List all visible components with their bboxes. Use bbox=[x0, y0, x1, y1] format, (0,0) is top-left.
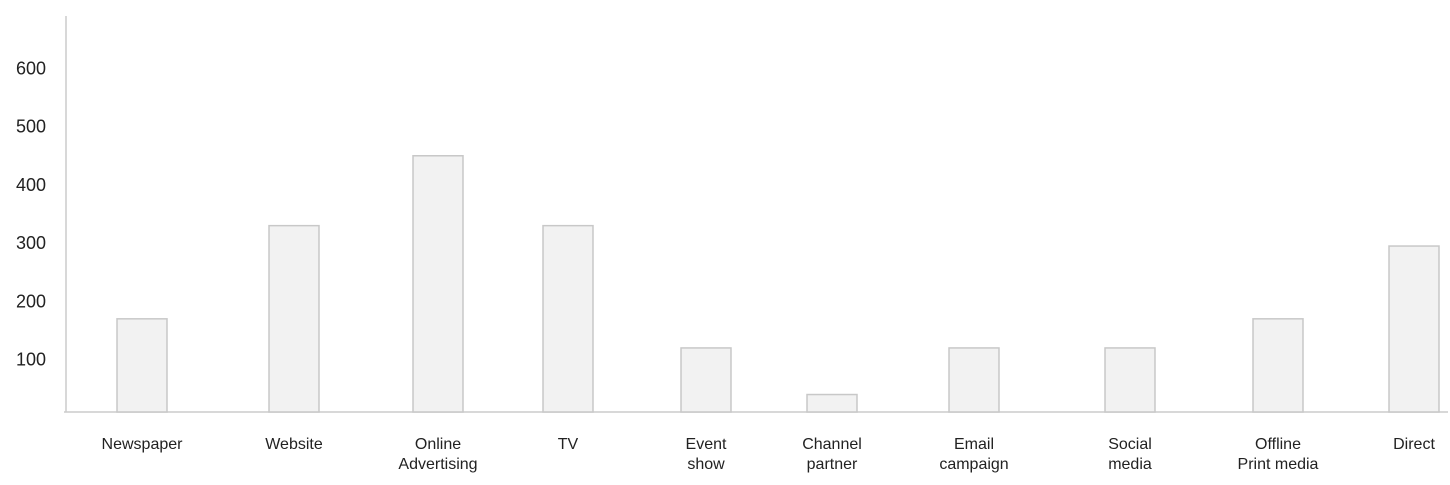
y-tick-label: 100 bbox=[16, 350, 46, 370]
y-axis: 100 200 300 400 500 600 bbox=[16, 16, 67, 412]
x-tick-label-line: campaign bbox=[939, 456, 1008, 473]
x-tick-label: Email campaign bbox=[939, 436, 1008, 473]
y-tick-label: 300 bbox=[16, 233, 46, 253]
bar bbox=[542, 224, 594, 413]
x-tick-label-line: Online bbox=[415, 436, 461, 453]
bars bbox=[116, 155, 1440, 413]
y-tick-label: 500 bbox=[16, 117, 46, 137]
bar bbox=[268, 224, 320, 413]
x-tick-label-line: Direct bbox=[1393, 436, 1435, 453]
x-tick-label-line: partner bbox=[807, 456, 858, 473]
x-tick-label: Social media bbox=[1108, 436, 1152, 473]
bar bbox=[1104, 347, 1156, 413]
x-tick-label-line: Social bbox=[1108, 436, 1152, 453]
bar bbox=[412, 155, 464, 413]
y-tick-label: 400 bbox=[16, 175, 46, 195]
bar bbox=[948, 347, 1000, 413]
x-tick-label: Newspaper bbox=[102, 436, 184, 453]
bar bbox=[1388, 245, 1440, 413]
y-tick-label: 200 bbox=[16, 291, 46, 311]
x-tick-labels: Newspaper Website Online Advertising TV Event… bbox=[102, 436, 1436, 473]
x-tick-label-line: Website bbox=[265, 436, 323, 453]
x-tick-label: Offline Print media bbox=[1238, 436, 1319, 473]
y-tick-label: 600 bbox=[16, 58, 46, 78]
x-tick-label-line: show bbox=[687, 456, 725, 473]
bar bbox=[680, 347, 732, 413]
x-tick-label-line: Print media bbox=[1238, 456, 1319, 473]
x-tick-label: Direct bbox=[1393, 436, 1435, 453]
x-tick-label: Website bbox=[265, 436, 323, 453]
x-tick-label: TV bbox=[558, 436, 579, 453]
x-tick-label: Online Advertising bbox=[398, 436, 477, 473]
x-tick-label-line: Offline bbox=[1255, 436, 1301, 453]
x-tick-label: Channel partner bbox=[802, 436, 862, 473]
bar bbox=[806, 393, 858, 413]
x-tick-label-line: Channel bbox=[802, 436, 862, 453]
x-tick-label-line: media bbox=[1108, 456, 1152, 473]
x-tick-label-line: TV bbox=[558, 436, 579, 453]
x-tick-label-line: Newspaper bbox=[102, 436, 184, 453]
bar bbox=[116, 318, 168, 413]
bar bbox=[1252, 318, 1304, 413]
x-tick-label-line: Advertising bbox=[398, 456, 477, 473]
x-tick-label: Event show bbox=[686, 436, 727, 473]
x-tick-label-line: Event bbox=[686, 436, 727, 453]
x-tick-label-line: Email bbox=[954, 436, 994, 453]
